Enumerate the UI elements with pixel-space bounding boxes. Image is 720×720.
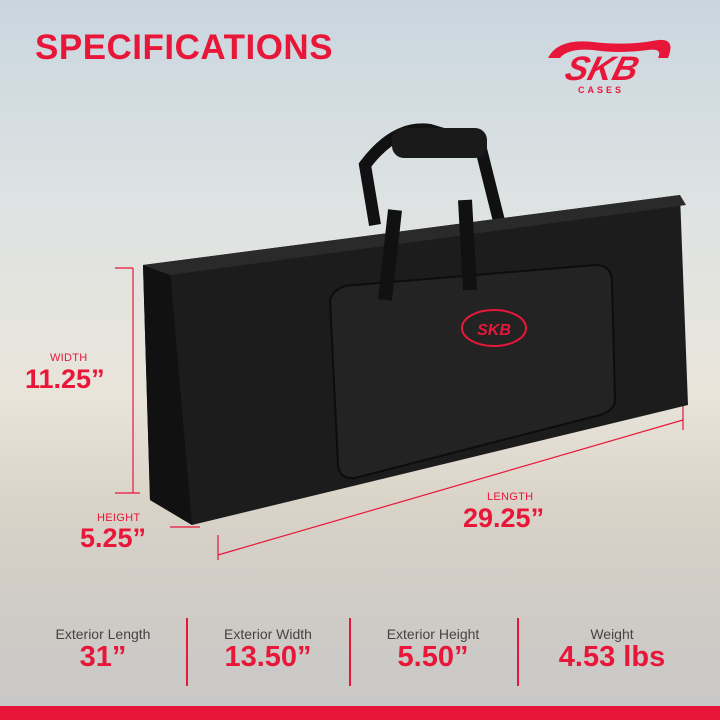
dimension-lines	[115, 267, 684, 560]
svg-text:CASES: CASES	[578, 85, 624, 95]
divider	[349, 618, 351, 686]
length-value: 29.25”	[463, 503, 545, 533]
height-label: HEIGHT	[97, 512, 141, 524]
divider	[517, 618, 519, 686]
spec-value: 5.50”	[397, 641, 469, 673]
spec-label: Exterior Height	[386, 626, 480, 642]
spec-label: Exterior Length	[55, 626, 151, 642]
svg-text:SKB: SKB	[477, 322, 511, 339]
spec-label: Weight	[590, 626, 634, 642]
footer-bar	[0, 706, 720, 720]
height-value: 5.25”	[80, 523, 147, 553]
skb-logo: SKB CASES	[548, 39, 671, 95]
length-label: LENGTH	[487, 491, 534, 503]
spec-value: 4.53 lbs	[558, 641, 666, 673]
svg-text:SKB: SKB	[561, 51, 643, 88]
divider	[186, 618, 188, 686]
spec-value: 31”	[79, 641, 127, 673]
spec-exterior-height: Exterior Height 5.50”	[353, 626, 513, 674]
page-title: SPECIFICATIONS	[35, 28, 334, 67]
width-value: 11.25”	[25, 364, 105, 394]
spec-label: Exterior Width	[224, 626, 312, 642]
product-illustration: SKB	[115, 123, 688, 560]
width-label: WIDTH	[50, 352, 88, 364]
spec-exterior-length: Exterior Length 31”	[23, 626, 183, 674]
spec-value: 13.50”	[224, 641, 312, 673]
case-bag: SKB	[143, 123, 688, 525]
spec-weight: Weight 4.53 lbs	[532, 626, 692, 674]
spec-exterior-width: Exterior Width 13.50”	[188, 626, 348, 674]
